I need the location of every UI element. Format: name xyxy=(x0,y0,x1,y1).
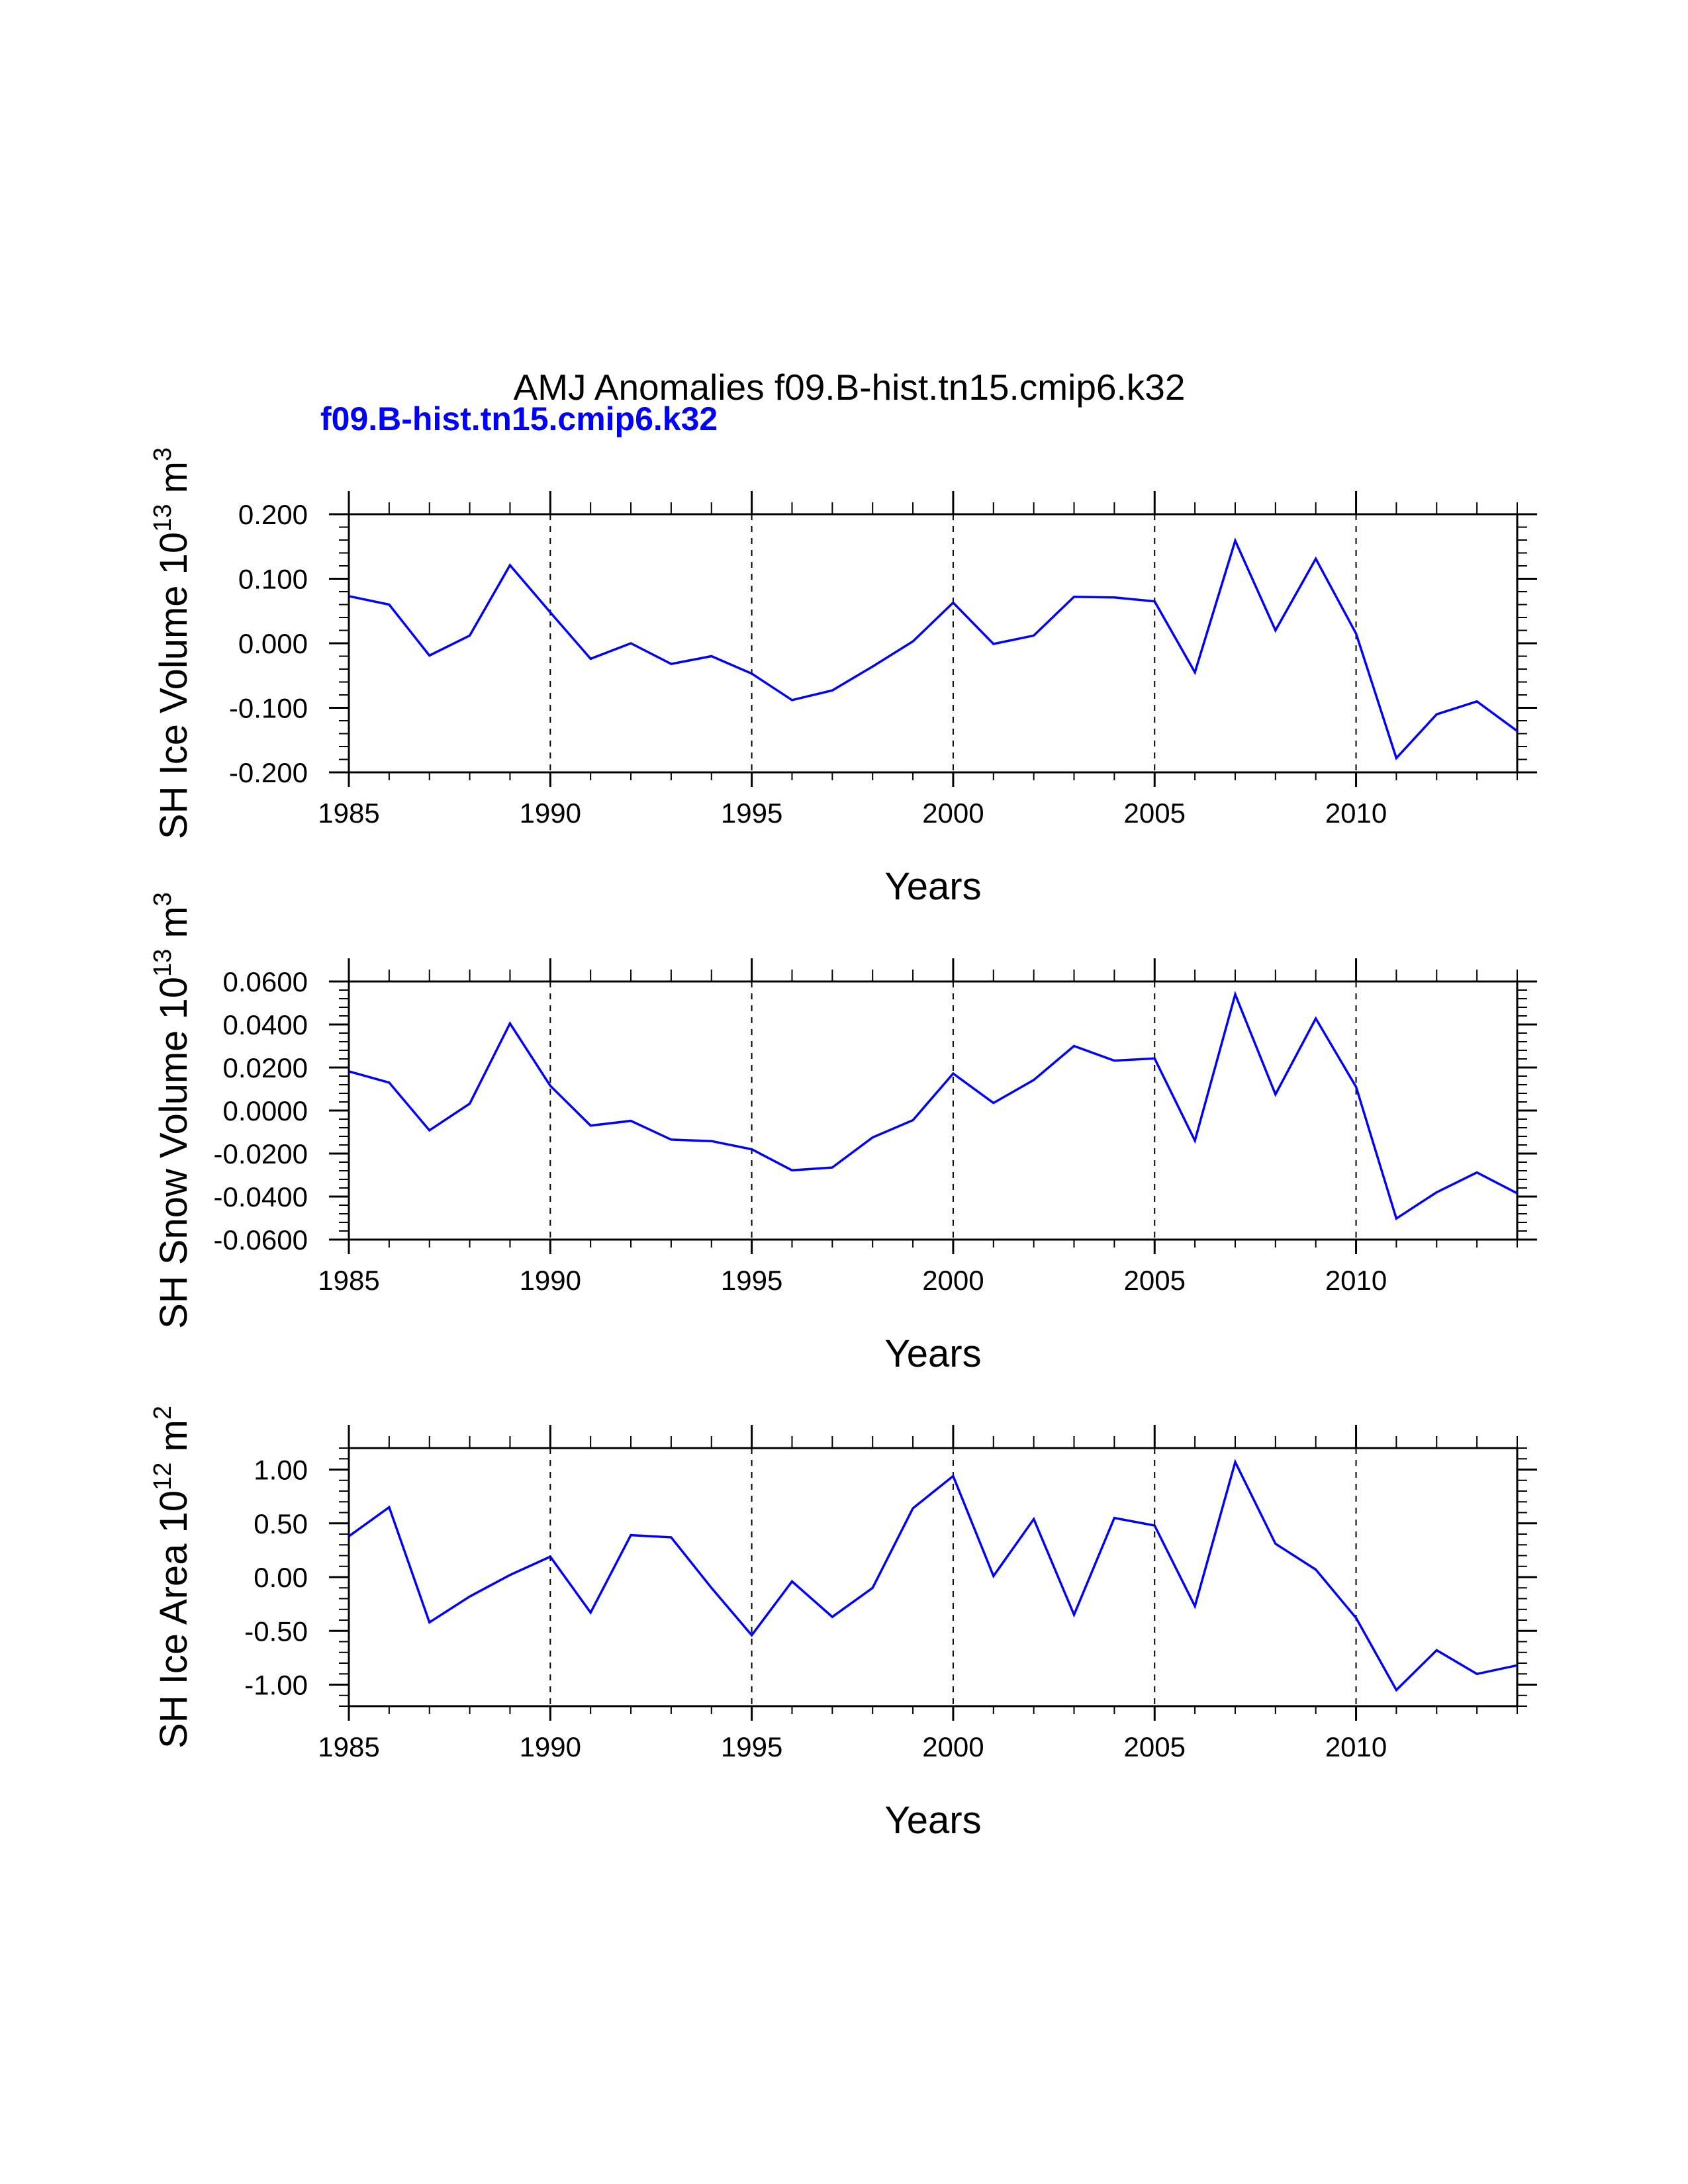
x-tick-label: 2000 xyxy=(922,1731,984,1762)
x-tick-label: 1985 xyxy=(318,1731,379,1762)
x-tick-label: 2005 xyxy=(1124,797,1186,829)
series-line-1 xyxy=(348,991,1518,1220)
figure-title: AMJ Anomalies f09.B-hist.tn15.cmip6.k32 xyxy=(514,367,1186,408)
y-tick-label: 0.200 xyxy=(238,499,308,530)
y-tick-label: 0.50 xyxy=(254,1508,308,1539)
x-tick-label: 2005 xyxy=(1124,1265,1186,1296)
panel-3: 1985 1990 1995 2000 2005 2010 -1.00 -0.50 0.00 0.… xyxy=(149,1406,1537,1842)
series-line-1 xyxy=(348,1459,1518,1692)
y-axis-title: SH Ice Area 1012 m2 xyxy=(149,1406,195,1749)
x-tick-label: 2010 xyxy=(1325,1265,1387,1296)
y-tick-label: -0.0400 xyxy=(214,1181,308,1212)
x-tick-label: 1995 xyxy=(721,1265,782,1296)
panel-2: 1985 1990 1995 2000 2005 2010 -0.0600 -0.0400 -0… xyxy=(149,892,1537,1375)
x-tick-label: 2000 xyxy=(922,1265,984,1296)
panel-1: 1985 1990 1995 2000 2005 2010 -0.200 -0.100 0.00… xyxy=(149,447,1537,908)
y-tick-label: 0.0600 xyxy=(223,966,308,997)
y-tick-label: 0.000 xyxy=(238,628,308,659)
y-tick-label: 0.0000 xyxy=(223,1095,308,1126)
plot-frame xyxy=(348,1447,1519,1707)
x-tick-label: 1990 xyxy=(520,1731,581,1762)
y-tick-label: -0.0200 xyxy=(214,1138,308,1169)
x-axis-title: Years xyxy=(884,865,981,908)
series-label: f09.B-hist.tn15.cmip6.k32 xyxy=(320,400,718,437)
y-tick-label: 0.100 xyxy=(238,564,308,595)
x-tick-label: 1985 xyxy=(318,1265,379,1296)
x-tick-label: 2010 xyxy=(1325,797,1387,829)
y-tick-label: -0.100 xyxy=(229,693,308,724)
series-line-1 xyxy=(348,537,1519,760)
y-tick-label: 1.00 xyxy=(254,1455,308,1486)
x-axis-title: Years xyxy=(884,1332,981,1375)
y-tick-label: 0.0400 xyxy=(223,1009,308,1040)
x-tick-label: 1990 xyxy=(520,797,581,829)
y-tick-label: -0.200 xyxy=(229,757,308,788)
y-tick-label: -0.50 xyxy=(244,1615,308,1647)
y-tick-label: 0.00 xyxy=(254,1562,308,1593)
x-tick-label: 1985 xyxy=(318,797,379,829)
y-tick-label: -0.0600 xyxy=(214,1224,308,1255)
x-tick-label: 2000 xyxy=(922,797,984,829)
y-tick-label: 0.0200 xyxy=(223,1052,308,1083)
plot-frame xyxy=(348,513,1519,774)
x-tick-label: 2005 xyxy=(1124,1731,1186,1762)
y-axis-title: SH Ice Volume 1013 m3 xyxy=(149,447,195,839)
plot-frame xyxy=(348,980,1519,1241)
y-axis-title: SH Snow Volume 1013 m3 xyxy=(149,892,195,1329)
x-tick-label: 1995 xyxy=(721,797,782,829)
x-tick-label: 1990 xyxy=(520,1265,581,1296)
x-axis-title: Years xyxy=(884,1799,981,1842)
panels: 1985 1990 1995 2000 2005 2010 -0.200 -0.100 0.00… xyxy=(149,447,1537,1842)
x-tick-label: 2010 xyxy=(1325,1731,1387,1762)
y-tick-label: -1.00 xyxy=(244,1670,308,1701)
x-tick-label: 1995 xyxy=(721,1731,782,1762)
